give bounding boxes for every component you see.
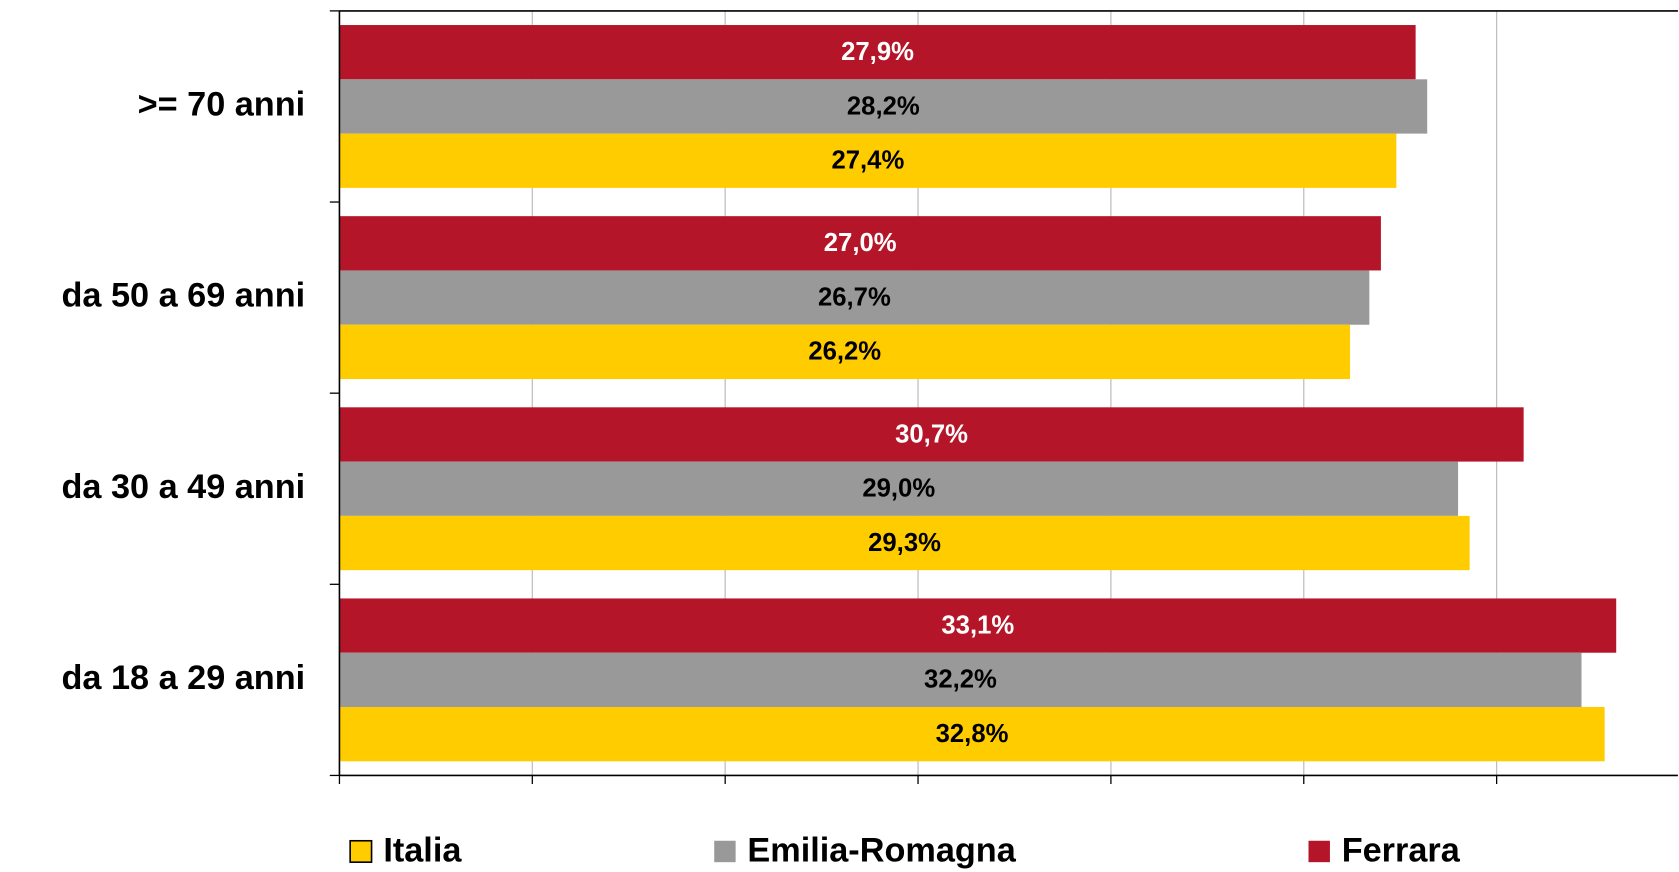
y-tick-label: >= 70 anni <box>138 86 306 124</box>
bar <box>339 598 1617 653</box>
data-label: 26,7% <box>818 283 891 311</box>
data-label: 27,4% <box>831 147 904 175</box>
data-label: 28,2% <box>847 92 920 120</box>
data-label: 29,0% <box>862 475 935 503</box>
data-label: 32,8% <box>936 720 1009 748</box>
bar <box>339 25 1416 80</box>
data-label: 29,3% <box>868 529 941 557</box>
bar <box>339 461 1459 516</box>
bar <box>339 407 1524 462</box>
legend-label: Emilia-Romagna <box>747 832 1016 870</box>
legend-label: Italia <box>383 832 462 870</box>
legend-swatch <box>349 839 373 863</box>
bar <box>339 79 1428 134</box>
legend-label: Ferrara <box>1342 832 1461 870</box>
legend-swatch <box>1308 840 1330 863</box>
y-tick-label: da 50 a 69 anni <box>61 277 305 315</box>
y-tick-label: da 30 a 49 anni <box>61 468 305 506</box>
bar <box>339 515 1470 571</box>
data-label: 32,2% <box>924 666 997 694</box>
data-label: 30,7% <box>895 420 968 448</box>
data-label: 27,9% <box>841 38 914 66</box>
y-tick-label: da 18 a 29 anni <box>61 659 305 697</box>
bar <box>339 270 1370 325</box>
data-label: 33,1% <box>941 611 1014 639</box>
data-label: 26,2% <box>808 338 881 366</box>
bar <box>339 324 1351 380</box>
bar <box>339 707 1605 762</box>
bar <box>339 652 1582 708</box>
bar <box>339 133 1397 188</box>
data-label: 27,0% <box>824 229 897 257</box>
legend-swatch <box>714 840 736 863</box>
bar <box>339 216 1381 271</box>
